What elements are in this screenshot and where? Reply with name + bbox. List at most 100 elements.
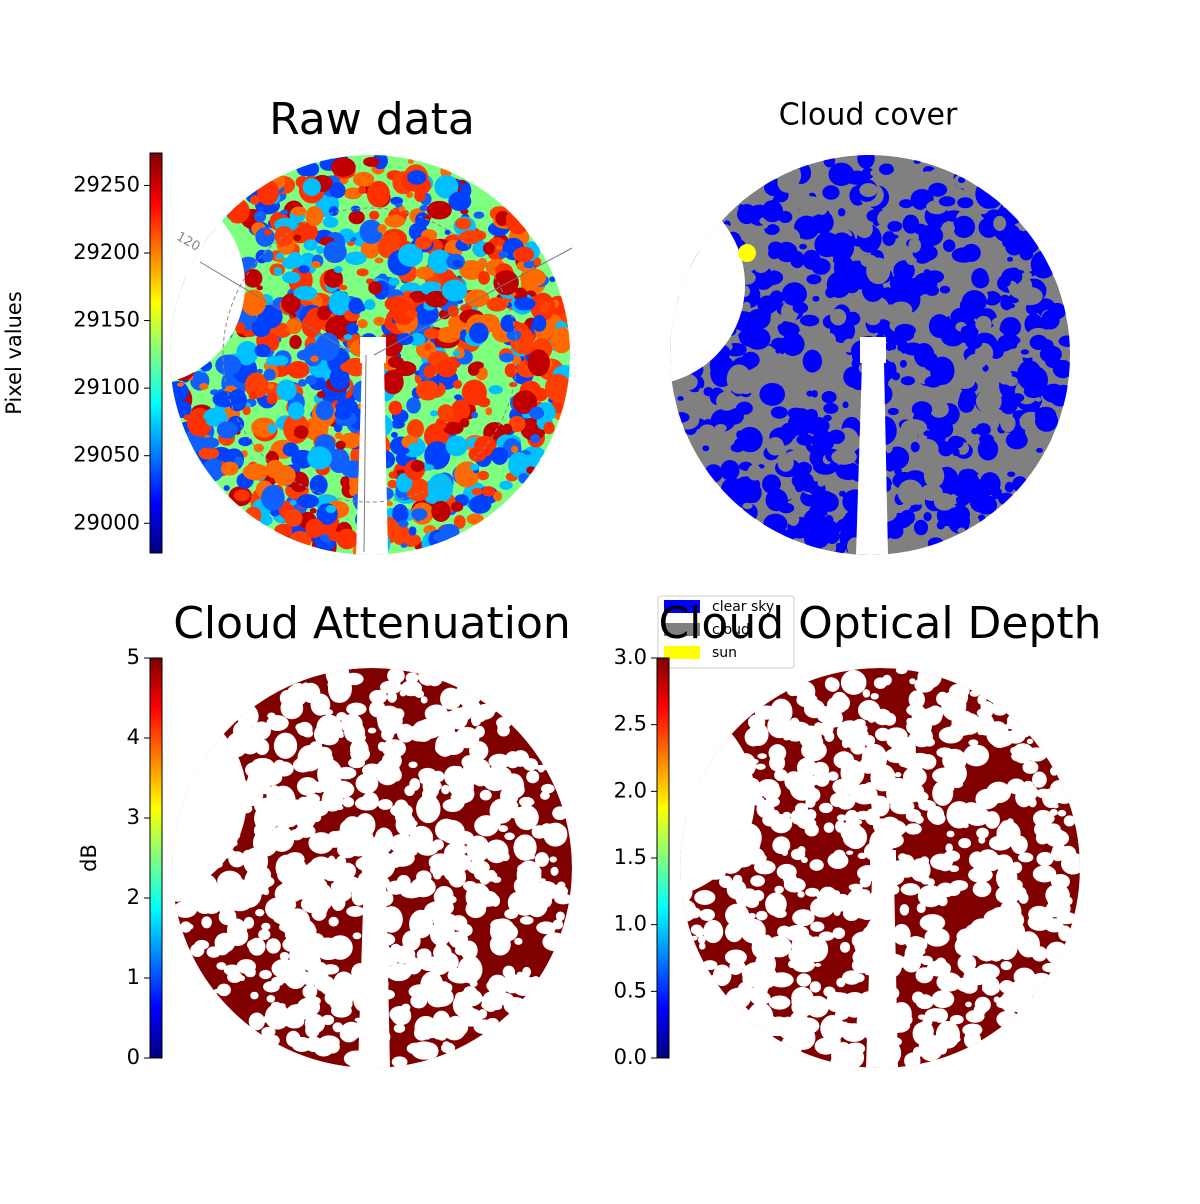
sky-patch: [391, 1007, 412, 1026]
sky-patch: [517, 751, 525, 756]
sky-patch: [348, 210, 365, 225]
sky-patch: [904, 393, 912, 399]
sky-patch: [1029, 334, 1048, 351]
sky-patch: [859, 889, 870, 896]
sky-patch: [396, 473, 413, 493]
sky-patch: [233, 489, 250, 502]
sky-patch: [264, 1003, 290, 1030]
sky-patch: [257, 179, 279, 206]
sky-patch: [550, 866, 559, 876]
sky-patch: [454, 394, 463, 400]
sky-patch: [286, 317, 303, 335]
sky-patch: [975, 315, 992, 333]
sky-patch: [802, 249, 821, 270]
sky-patch: [408, 526, 417, 536]
sky-patch: [555, 911, 565, 922]
sky-patch: [928, 182, 948, 197]
sky-patch: [522, 966, 532, 977]
sky-patch: [965, 1001, 972, 1008]
sky-patch: [405, 309, 418, 318]
sky-patch: [703, 386, 714, 397]
sky-patch: [455, 217, 472, 230]
sky-patch: [791, 989, 815, 1014]
sky-patch: [445, 435, 468, 457]
sky-patch: [859, 183, 878, 198]
sky-patch: [198, 446, 220, 460]
sky-patch: [285, 882, 312, 900]
sky-patch: [491, 977, 508, 994]
sky-patch: [747, 464, 762, 481]
sky-patch: [1022, 760, 1039, 774]
sky-patch: [1047, 890, 1069, 910]
sky-patch: [258, 929, 271, 940]
sky-patch: [473, 211, 485, 219]
sky-patch: [254, 344, 271, 358]
sky-patch: [305, 375, 317, 385]
sky-patch: [846, 495, 854, 501]
sky-patch: [950, 310, 963, 322]
sky-patch: [777, 925, 792, 939]
sky-patch: [452, 350, 461, 357]
sky-patch: [244, 372, 269, 399]
colorbar-label: Pixel values: [2, 291, 26, 415]
sky-patch: [938, 726, 964, 744]
sky-patch: [904, 363, 920, 376]
sky-patch: [499, 352, 514, 363]
colorbar: [149, 657, 163, 1059]
sky-patch: [424, 704, 449, 723]
sky-patch: [737, 204, 757, 225]
sky-patch: [954, 807, 965, 818]
sky-patch: [406, 419, 424, 439]
sky-patch: [377, 741, 387, 752]
sky-patch: [466, 513, 484, 525]
sky-patch: [1020, 349, 1029, 355]
sky-patch: [965, 335, 983, 350]
sky-patch: [963, 744, 990, 767]
sky-patch: [541, 783, 555, 794]
sky-patch: [789, 717, 800, 730]
sky-patch: [774, 885, 784, 894]
sky-patch: [435, 417, 447, 430]
sky-patch: [504, 908, 519, 920]
sky-patch: [216, 421, 238, 439]
sky-patch: [477, 257, 488, 269]
sky-patch: [471, 411, 478, 419]
sky-patch: [309, 474, 328, 496]
sky-patch: [296, 777, 319, 796]
sky-patch: [441, 784, 450, 795]
colorbar-tick-label: 29100: [73, 375, 140, 399]
sky-patch: [479, 789, 492, 801]
sky-patch: [466, 835, 490, 863]
sky-patch: [824, 514, 834, 525]
sky-patch: [288, 693, 306, 706]
sky-patch: [408, 332, 426, 346]
sky-patch: [776, 863, 797, 880]
sky-patch: [767, 713, 792, 739]
sky-patch: [836, 518, 852, 533]
sky-patch: [279, 923, 286, 931]
colorbar-label: dB: [77, 844, 101, 872]
sky-patch: [394, 807, 413, 826]
sky-patch: [316, 391, 326, 399]
sky-patch: [398, 206, 406, 212]
sky-patch: [246, 939, 261, 951]
sky-patch: [392, 504, 409, 524]
sky-patch: [738, 427, 763, 453]
sky-patch: [1012, 476, 1028, 493]
sky-patch: [415, 266, 434, 280]
sky-patch: [1046, 279, 1060, 294]
sky-patch: [498, 825, 509, 832]
sky-patch: [431, 500, 451, 522]
colorbar: [656, 657, 670, 1059]
sky-patch: [376, 841, 384, 849]
sky-patch: [946, 885, 961, 897]
sky-patch: [1000, 960, 1012, 971]
sky-patch: [725, 903, 750, 927]
sky-patch: [232, 720, 254, 741]
sky-patch: [557, 881, 566, 889]
sky-patch: [444, 765, 465, 788]
sky-patch: [827, 852, 849, 869]
sky-patch: [823, 986, 836, 997]
sky-patch: [438, 309, 451, 320]
sky-patch: [1057, 809, 1067, 817]
